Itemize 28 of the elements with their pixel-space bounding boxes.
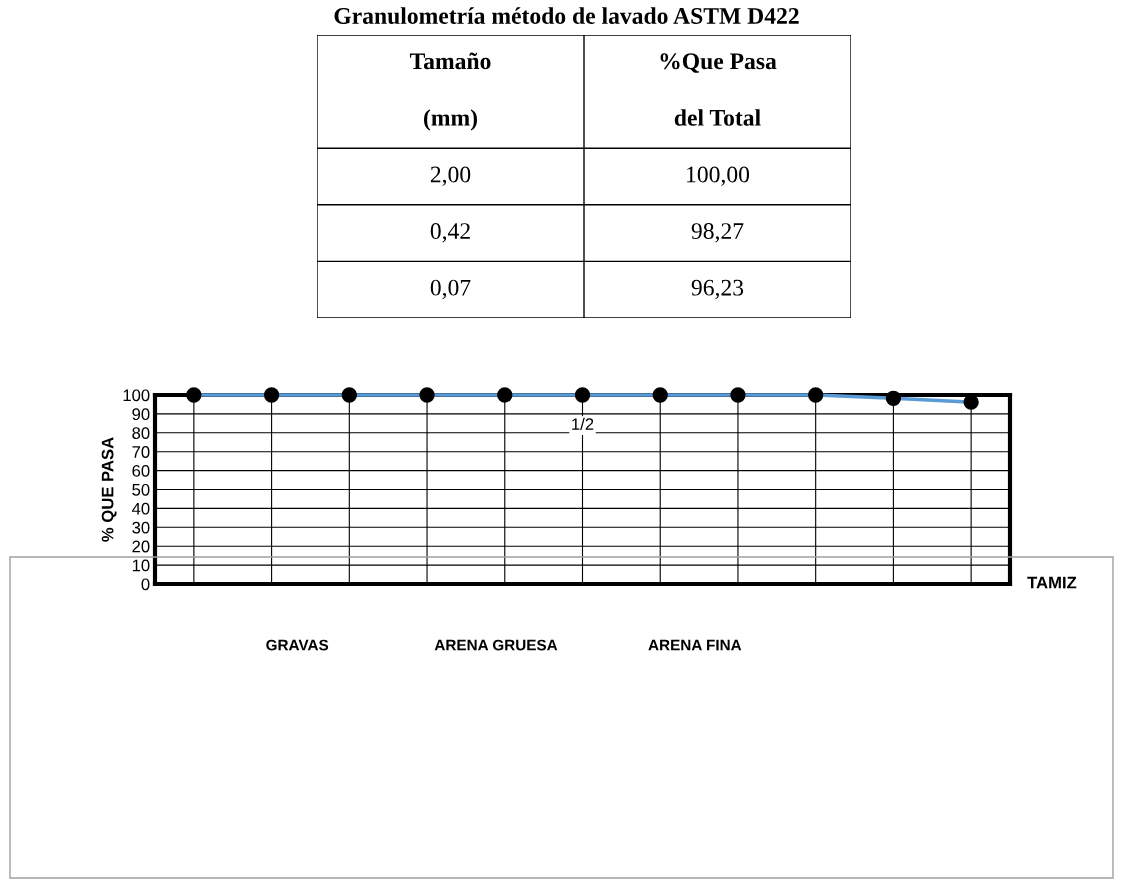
text: del Total: [674, 109, 761, 126]
text: 96,23: [691, 279, 744, 300]
y-tick-label: 30: [132, 521, 150, 534]
text: 1/2: [572, 417, 594, 431]
y-tick-label: 60: [132, 465, 150, 477]
y-tick-label: 90: [132, 408, 150, 421]
x-axis-title: TAMIZ: [1027, 576, 1077, 589]
y-tick-label: 100: [123, 389, 150, 402]
text: %Que Pasa: [660, 53, 777, 73]
text: 98,27: [691, 223, 744, 243]
y-tick-label: 80: [132, 427, 150, 439]
text: ARENA FINA: [648, 639, 742, 651]
y-tick-label: 70: [132, 446, 150, 458]
text: ARENA GRUESA: [434, 639, 558, 651]
y-tick-label: 40: [131, 502, 150, 515]
y-tick-label: 10: [132, 559, 150, 572]
text: Tamaño: [409, 52, 491, 70]
y-tick-label: 0: [141, 578, 150, 591]
text: 2,00: [430, 166, 471, 186]
text: GRAVAS: [266, 639, 329, 651]
y-axis-title: % QUE PASA: [101, 437, 117, 542]
chart-title: Granulometría método de lavado ASTM D422: [334, 7, 799, 24]
y-tick-label: 20: [132, 540, 150, 553]
text: 100,00: [687, 166, 750, 186]
text: (mm): [424, 109, 477, 131]
y-tick-label: 50: [132, 483, 150, 496]
text: 0,42: [430, 223, 470, 243]
text: 0,07: [430, 279, 471, 300]
